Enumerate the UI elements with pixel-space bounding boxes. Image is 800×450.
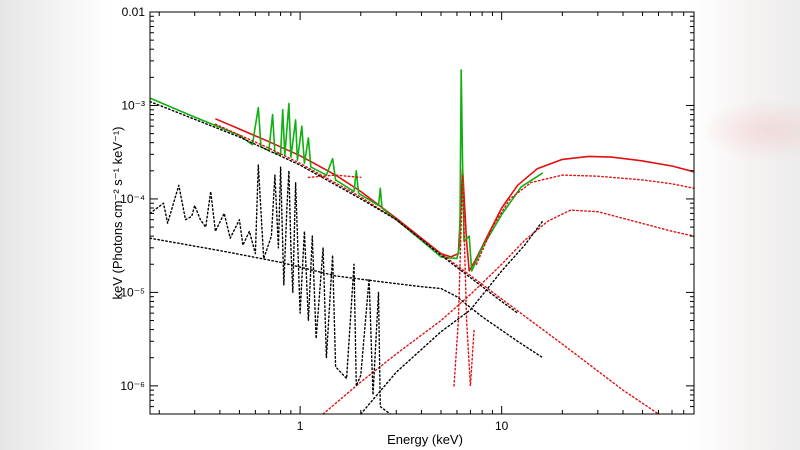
background-right-fade [690, 0, 800, 450]
plot-frame [149, 11, 695, 415]
series-line-red-dotted-6 [453, 174, 475, 387]
y-tick-label: 10⁻⁶ [120, 379, 145, 393]
series-layer [149, 69, 695, 415]
tick-labels-layer: 1 10 0.01 10⁻³ 10⁻⁴ 10⁻⁵ 10⁻⁶ [120, 5, 509, 433]
ticks-layer [150, 11, 695, 415]
y-tick-label: 10⁻³ [121, 98, 145, 112]
series-line-red-dotted-5 [307, 174, 362, 179]
y-tick-label: 10⁻⁴ [120, 192, 145, 206]
series-line-green-solid-1 [149, 69, 544, 272]
series-line-black-dotted-8 [149, 237, 544, 359]
x-tick-label: 1 [297, 419, 304, 433]
series-line-black-dotted-7 [149, 100, 519, 314]
y-axis-label: keV (Photons cm⁻² s⁻¹ keV⁻¹) [110, 126, 125, 299]
x-axis-label: Energy (keV) [387, 432, 463, 447]
series-line-red-dotted-2 [214, 123, 660, 415]
y-tick-label: 10⁻⁵ [120, 285, 145, 299]
series-line-black-dotted-9 [360, 220, 544, 415]
background-left-fade [0, 0, 110, 450]
series-line-red-dotted-3 [322, 209, 695, 415]
series-line-red-dotted-4 [475, 174, 695, 265]
series-line-black-dotted-10 [149, 164, 391, 415]
background-right-tint [700, 100, 800, 160]
y-tick-label: 0.01 [122, 5, 146, 19]
x-tick-label: 10 [495, 419, 509, 433]
series-line-red-solid-0 [215, 118, 695, 272]
